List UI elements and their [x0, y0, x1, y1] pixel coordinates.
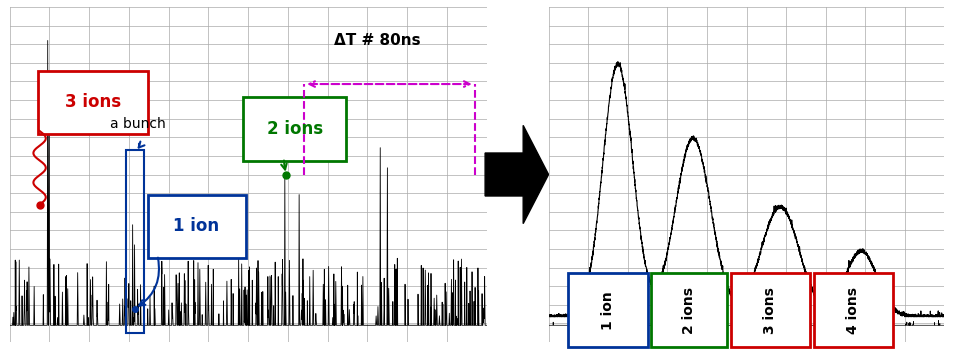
FancyBboxPatch shape — [730, 273, 809, 347]
Polygon shape — [484, 125, 548, 224]
FancyBboxPatch shape — [243, 97, 345, 161]
Text: 1 ion: 1 ion — [172, 217, 218, 236]
FancyBboxPatch shape — [148, 195, 246, 258]
Text: 2 ions: 2 ions — [681, 287, 696, 334]
Text: 3 ions: 3 ions — [762, 287, 777, 334]
Text: 4 ions: 4 ions — [845, 287, 860, 334]
Text: 2 ions: 2 ions — [267, 120, 322, 138]
Text: 1 ion: 1 ion — [600, 291, 615, 329]
FancyBboxPatch shape — [568, 273, 647, 347]
Text: a bunch: a bunch — [111, 117, 166, 131]
FancyBboxPatch shape — [651, 273, 726, 347]
Text: ΔT # 80ns: ΔT # 80ns — [334, 33, 419, 48]
FancyBboxPatch shape — [813, 273, 892, 347]
Text: 3 ions: 3 ions — [65, 94, 121, 111]
FancyBboxPatch shape — [38, 70, 148, 134]
